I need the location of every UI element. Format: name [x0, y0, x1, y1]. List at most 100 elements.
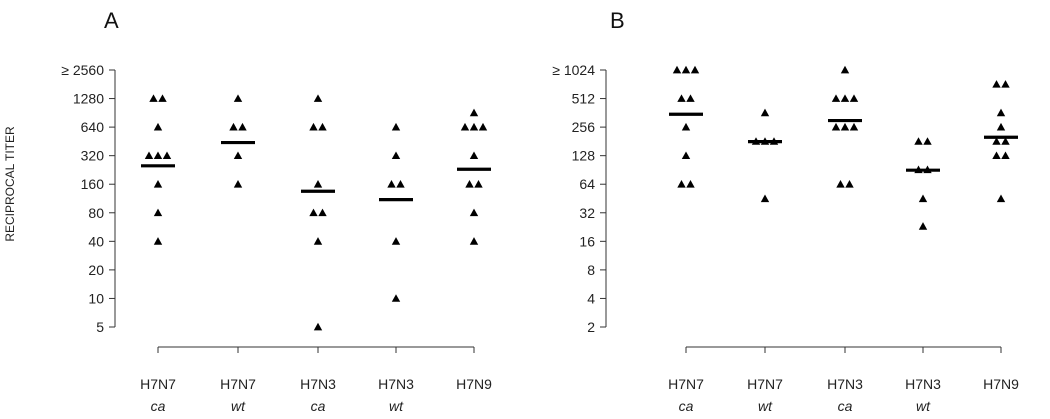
x-category-sublabel: wt: [916, 398, 931, 414]
data-point: [469, 108, 479, 117]
data-point: [849, 94, 859, 102]
data-point: [996, 108, 1006, 117]
data-point: [681, 151, 691, 160]
x-category-sublabel: wt: [231, 398, 246, 414]
y-axis-label: RECIPROCAL TITER: [3, 126, 17, 242]
data-point: [233, 94, 243, 102]
x-category-label: H7N3: [378, 376, 414, 392]
y-tick-label: 2: [587, 319, 595, 335]
panel-label: A: [104, 8, 119, 33]
data-point: [992, 137, 1001, 145]
x-category-sublabel: ca: [151, 398, 166, 414]
x-category-sublabel: ca: [679, 398, 694, 414]
data-point: [469, 237, 479, 245]
data-point: [677, 180, 686, 188]
y-tick-label: 512: [572, 91, 596, 107]
y-tick-label: 5: [96, 319, 104, 335]
y-tick-label: 16: [579, 233, 595, 249]
data-point: [313, 237, 323, 245]
data-point: [760, 194, 770, 203]
data-point: [158, 94, 167, 102]
data-point: [153, 151, 163, 160]
y-tick-label: 8: [587, 262, 595, 278]
data-point: [318, 208, 327, 217]
data-point: [391, 122, 401, 131]
y-tick-label: ≥ 2560: [61, 62, 104, 78]
data-point: [918, 194, 928, 203]
data-point: [233, 151, 243, 160]
data-point: [690, 65, 700, 74]
x-category-label: H7N3: [905, 376, 941, 392]
data-point: [387, 180, 396, 188]
data-point: [469, 122, 479, 131]
data-point: [469, 208, 479, 217]
data-point: [229, 122, 238, 131]
data-point: [233, 180, 243, 188]
data-point: [153, 122, 163, 131]
y-tick-label: 40: [88, 233, 104, 249]
data-point: [677, 94, 686, 102]
data-point: [992, 151, 1001, 160]
x-category-label: H7N7: [668, 376, 704, 392]
data-point: [465, 180, 474, 188]
y-tick-label: 128: [572, 148, 596, 164]
data-point: [1001, 137, 1010, 145]
data-point: [681, 65, 691, 74]
data-point: [1001, 151, 1010, 160]
y-tick-label: 32: [579, 205, 595, 221]
data-point: [309, 208, 318, 217]
data-point: [391, 151, 401, 160]
y-tick-label: 1280: [73, 91, 104, 107]
data-point: [153, 237, 163, 245]
panel-b: B 2 4 8 16 32 64 128 256 512 ≥ 1024 H7N7 ca H7N7 wt H7N…: [552, 8, 1019, 414]
data-point: [309, 122, 318, 131]
data-point: [153, 180, 163, 188]
data-point: [840, 65, 850, 74]
x-category-sublabel: wt: [758, 398, 773, 414]
data-point: [391, 294, 401, 302]
data-point: [686, 94, 695, 102]
data-point: [686, 180, 695, 188]
panel-label: B: [610, 8, 625, 33]
data-point: [996, 194, 1006, 203]
data-point: [923, 137, 932, 145]
y-tick-label: 256: [572, 119, 596, 135]
y-tick-label: 160: [81, 176, 105, 192]
data-point: [318, 122, 327, 131]
data-point: [996, 122, 1006, 131]
data-point: [474, 180, 483, 188]
y-tick-label: 640: [81, 119, 105, 135]
data-point: [238, 122, 247, 131]
x-category-sublabel: ca: [838, 398, 853, 414]
data-point: [672, 65, 682, 74]
x-category-label: H7N7: [140, 376, 176, 392]
data-point: [153, 208, 163, 217]
y-tick-label: ≥ 1024: [552, 62, 595, 78]
data-point: [391, 237, 401, 245]
data-point: [849, 122, 859, 131]
y-tick-label: 80: [88, 205, 104, 221]
x-category-label: H7N7: [747, 376, 783, 392]
data-point: [914, 137, 923, 145]
panel-a: A 5 10 20 40 80 160 320 640 1280 ≥ 2560 H7N7 ca H7N7 w…: [61, 8, 492, 414]
data-point: [831, 94, 841, 102]
data-point: [836, 180, 845, 188]
data-point: [162, 151, 172, 160]
data-point: [681, 122, 691, 131]
data-point: [918, 222, 928, 230]
data-point: [396, 180, 405, 188]
data-point: [478, 122, 488, 131]
x-category-label: H7N9: [983, 376, 1019, 392]
x-category-label: H7N3: [827, 376, 863, 392]
x-category-label: H7N9: [456, 376, 492, 392]
data-point: [144, 151, 154, 160]
data-point: [469, 151, 479, 160]
data-point: [313, 322, 323, 331]
data-point: [1001, 80, 1010, 88]
data-point: [313, 180, 323, 188]
data-point: [845, 180, 854, 188]
y-tick-label: 320: [81, 148, 105, 164]
data-point: [992, 80, 1001, 88]
data-point: [460, 122, 470, 131]
